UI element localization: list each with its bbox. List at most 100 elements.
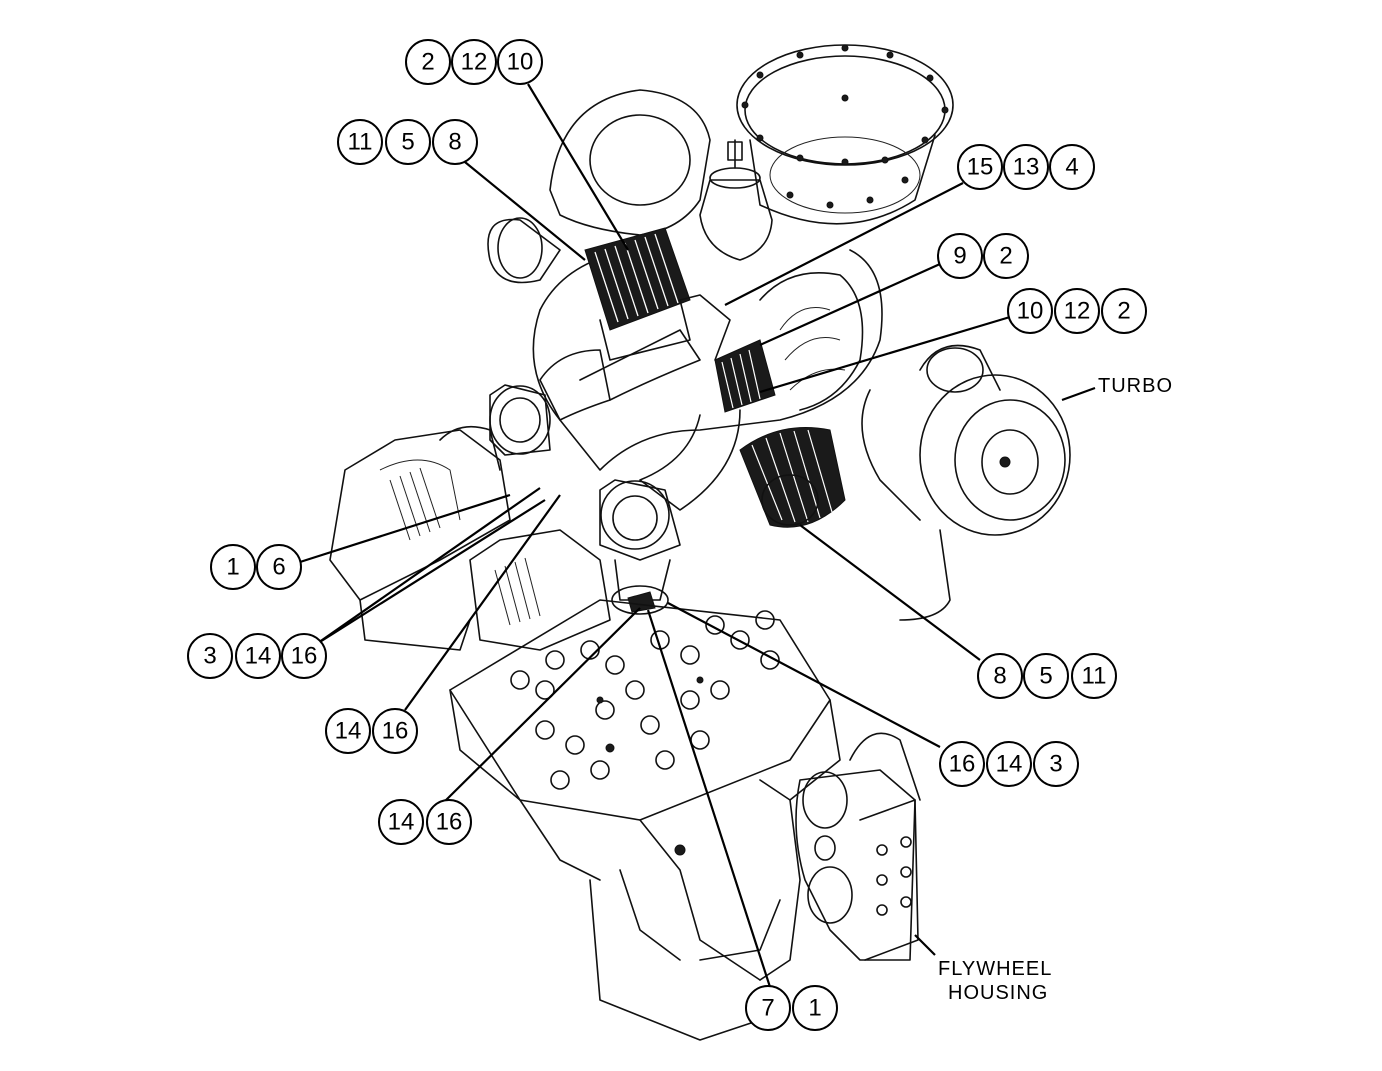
callout-number: 14 (388, 809, 415, 836)
callout-bubble: 8 (977, 653, 1023, 699)
callout-bubble: 11 (1071, 653, 1117, 699)
leader-1-6 (299, 493, 511, 564)
callout-bubble: 14 (235, 633, 281, 679)
callout-number: 3 (1049, 751, 1062, 778)
leader-16-14-3 (667, 602, 941, 748)
callout-number: 8 (448, 129, 461, 156)
valve-springs (510, 610, 780, 790)
callout-bubble: 16 (281, 633, 327, 679)
callout-number: 12 (461, 49, 488, 76)
callout-number: 11 (348, 129, 373, 156)
leader-11-5-8 (459, 157, 586, 261)
right-turbo (861, 344, 1071, 621)
callout-14-16-lower: 14 16 (378, 799, 472, 845)
callout-bubble: 16 (426, 799, 472, 845)
left-turbo-housing (487, 89, 711, 284)
callout-1-6: 1 6 (210, 544, 302, 590)
flywheel-housing-label-line1: FLYWHEEL (938, 958, 1052, 980)
callout-bubble: 14 (325, 708, 371, 754)
wastegate-actuator (699, 139, 773, 261)
callout-number: 2 (999, 243, 1012, 270)
callout-bubble: 1 (210, 544, 256, 590)
callout-14-16-upper: 14 16 (325, 708, 418, 754)
callout-bubble: 2 (405, 39, 451, 85)
callout-number: 16 (949, 751, 976, 778)
leader-14-16-lower (439, 607, 641, 807)
callout-bubble: 14 (378, 799, 424, 845)
callout-number: 16 (291, 643, 318, 670)
callout-number: 7 (761, 995, 774, 1022)
callout-bubble: 12 (451, 39, 497, 85)
callout-number: 14 (335, 718, 362, 745)
leader-10-12-2 (759, 315, 1011, 394)
leader-flywheel (914, 934, 936, 956)
leader-7-1 (646, 609, 772, 988)
callout-bubble: 2 (983, 233, 1029, 279)
leader-14-16-upper (404, 494, 561, 711)
left-side-housing (329, 425, 611, 651)
callout-bubble: 10 (1007, 288, 1053, 334)
callout-number: 6 (272, 554, 285, 581)
callout-2-12-10: 2 12 10 (405, 39, 543, 85)
leader-3-14-16-a (314, 487, 541, 646)
callout-15-13-4: 15 13 4 (957, 144, 1095, 190)
callout-number: 2 (421, 49, 434, 76)
callout-bubble: 3 (187, 633, 233, 679)
callout-8-5-11: 8 5 11 (977, 653, 1117, 699)
callout-number: 12 (1064, 298, 1091, 325)
callout-number: 1 (808, 995, 821, 1022)
middle-bellows (639, 294, 776, 511)
upper-bellows (584, 227, 691, 361)
callout-number: 15 (967, 154, 994, 181)
leader-8-5-11 (799, 524, 981, 661)
callout-number: 5 (1039, 663, 1052, 690)
callout-number: 16 (436, 809, 463, 836)
callout-number: 14 (245, 643, 272, 670)
callout-number: 16 (382, 718, 409, 745)
callout-bubble: 3 (1033, 741, 1079, 787)
callout-number: 14 (996, 751, 1023, 778)
callout-number: 2 (1117, 298, 1130, 325)
callout-3-14-16: 3 14 16 (187, 633, 327, 679)
leader-3-14-16-b (314, 499, 546, 646)
lower-engine-block (589, 732, 921, 1041)
leader-lines (299, 83, 1096, 988)
turbo-label: TURBO (1098, 375, 1173, 397)
flywheel-housing-label-line2: HOUSING (948, 982, 1048, 1004)
callout-number: 5 (401, 129, 414, 156)
callout-11-5-8: 11 5 8 (337, 119, 478, 165)
callout-bubble: 16 (372, 708, 418, 754)
callout-7-1: 7 1 (745, 985, 838, 1031)
callout-10-12-2: 10 12 2 (1007, 288, 1147, 334)
callout-number: 4 (1065, 154, 1078, 181)
callout-number: 10 (507, 49, 534, 76)
callout-number: 8 (993, 663, 1006, 690)
air-cleaner-cover (736, 44, 954, 225)
callout-bubble: 13 (1003, 144, 1049, 190)
callout-16-14-3: 16 14 3 (939, 741, 1079, 787)
callout-number: 9 (953, 243, 966, 270)
leader-2-12-10 (527, 83, 629, 251)
callout-bubble: 14 (986, 741, 1032, 787)
callout-bubble: 1 (792, 985, 838, 1031)
exhaust-elbow-left (489, 329, 701, 456)
exhaust-elbow-lower (599, 479, 681, 615)
callout-bubble: 12 (1054, 288, 1100, 334)
callout-bubble: 6 (256, 544, 302, 590)
callout-bubble: 7 (745, 985, 791, 1031)
leader-15-13-4 (724, 182, 964, 306)
cylinder-head-block (449, 599, 841, 881)
callout-number: 10 (1017, 298, 1044, 325)
callout-bubble: 11 (337, 119, 383, 165)
callout-bubble: 15 (957, 144, 1003, 190)
callout-bubble: 5 (385, 119, 431, 165)
callout-bubble: 2 (1101, 288, 1147, 334)
callout-bubble: 16 (939, 741, 985, 787)
callout-number: 3 (203, 643, 216, 670)
callout-number: 13 (1013, 154, 1040, 181)
callout-bubble: 4 (1049, 144, 1095, 190)
leader-9-2 (759, 262, 941, 347)
callout-bubble: 8 (432, 119, 478, 165)
flywheel-housing (795, 769, 919, 961)
